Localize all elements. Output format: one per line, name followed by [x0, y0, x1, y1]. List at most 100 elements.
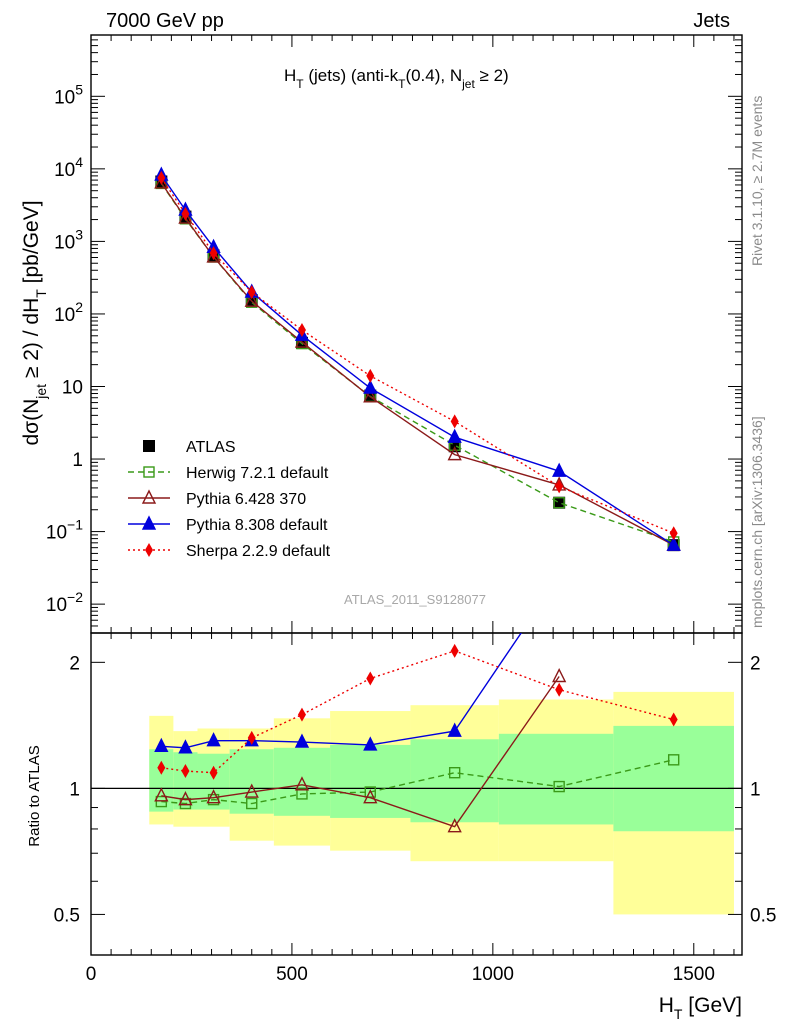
main-point-2-0 — [154, 174, 169, 189]
band-green-6 — [410, 739, 499, 823]
main-point-1-7 — [553, 497, 565, 509]
main-point-4-2 — [209, 246, 218, 261]
main-point-2-6 — [447, 446, 462, 461]
band-green-8 — [613, 725, 734, 832]
ratio-series-2 — [154, 633, 522, 754]
ratio-point-1-2 — [206, 789, 221, 804]
y-tick-label: 10−1 — [46, 517, 83, 544]
main-point-4-7 — [555, 479, 564, 494]
ratio-series-3 — [157, 643, 678, 780]
y-axis-label: dσ(Njet ≥ 2) / dHT [pb/GeV] — [20, 200, 49, 445]
side-label-rivet: Rivet 3.1.10, ≥ 2.7M events — [749, 96, 765, 266]
y-tick-label: 10−2 — [46, 589, 83, 616]
ratio-point-0-6 — [448, 767, 461, 779]
ratio-point-3-2 — [209, 765, 218, 780]
y-tick-label: 1 — [72, 450, 83, 471]
legend-entry-0: ATLAS — [143, 439, 236, 456]
ratio-uncertainty-bands — [149, 691, 734, 915]
main-point-4-8 — [669, 526, 678, 541]
ratio-point-0-3 — [246, 797, 258, 810]
main-point-0-7 — [553, 496, 566, 509]
ratio-frame — [90, 632, 743, 956]
ratio-point-2-0 — [154, 737, 169, 753]
plot-frames — [90, 34, 743, 956]
ratio-point-0-7 — [553, 780, 565, 793]
x-tick-label: 0 — [86, 964, 97, 985]
legend-label-2: Pythia 6.428 370 — [186, 491, 306, 508]
ratio-point-1-5 — [363, 789, 378, 804]
ratio-y-tick-label: 0.5 — [54, 905, 80, 926]
ratio-point-3-5 — [366, 671, 375, 686]
main-point-4-0 — [157, 170, 166, 185]
main-title: HT (jets) (anti-kT(0.4), Njet ≥ 2) — [284, 66, 509, 91]
main-series-4 — [157, 170, 678, 541]
band-green-1 — [173, 752, 198, 810]
ratio-point-2-4 — [294, 733, 310, 748]
main-point-4-6 — [450, 414, 459, 429]
legend-label-3: Pythia 8.308 default — [186, 517, 328, 534]
y-tick-label: 102 — [54, 299, 83, 326]
ratio-y-tick-label-right: 1 — [750, 779, 761, 800]
ratio-series-line-2 — [161, 633, 522, 749]
legend: ATLAS Herwig 7.2.1 default Pythia 6.428 37… — [128, 439, 331, 560]
main-point-3-7 — [552, 462, 567, 477]
legend-marker-0 — [143, 440, 155, 452]
ratio-point-1-3 — [244, 783, 259, 798]
x-axis-label: HT [GeV] — [659, 994, 742, 1022]
y-tick-label: 10 — [62, 377, 83, 398]
series-curves — [154, 166, 681, 833]
ratio-point-1-6 — [447, 818, 462, 833]
ratio-point-2-5 — [363, 736, 378, 751]
legend-entry-1: Herwig 7.2.1 default — [128, 465, 329, 482]
y-tick-label: 104 — [54, 154, 83, 181]
ratio-point-3-8 — [669, 712, 678, 727]
ratio-point-1-1 — [178, 791, 193, 806]
legend-label-1: Herwig 7.2.1 default — [186, 465, 329, 482]
ratio-point-0-4 — [296, 788, 308, 800]
analysis-id-label: ATLAS_2011_S9128077 — [344, 592, 486, 607]
ratio-point-1-7 — [552, 667, 567, 683]
ratio-y-axis-label: Ratio to ATLAS — [26, 745, 43, 846]
main-point-3-5 — [363, 379, 378, 394]
side-label-mcplots: mcplots.cern.ch [arXiv:1306.3436] — [749, 416, 765, 628]
main-point-3-8 — [666, 536, 681, 551]
ratio-point-0-0 — [155, 795, 168, 808]
ratio-y-tick-label: 2 — [69, 653, 80, 674]
main-point-3-6 — [447, 428, 462, 443]
axis-ticks: 0 500 1000 1500 10−2 10−1 1 10 102 103 104 105 0.5 0.… — [46, 34, 776, 985]
legend-entry-4: Sherpa 2.2.9 default — [128, 543, 331, 560]
main-point-4-3 — [247, 285, 256, 300]
ratio-series-line-1 — [161, 676, 560, 828]
ratio-point-2-6 — [447, 722, 462, 737]
legend-entry-2: Pythia 6.428 370 — [128, 489, 306, 508]
ratio-series-line-0 — [161, 759, 674, 805]
main-point-2-1 — [178, 209, 193, 224]
main-series-line-3 — [160, 174, 675, 546]
ratio-y-tick-label-right: 2 — [750, 653, 761, 674]
main-point-2-4 — [294, 333, 310, 348]
header-right-label: Jets — [693, 10, 730, 32]
ratio-point-1-0 — [154, 787, 169, 802]
main-point-2-5 — [363, 388, 378, 403]
legend-label-0: ATLAS — [186, 439, 236, 456]
main-point-4-4 — [297, 323, 306, 338]
main-series-line-2 — [160, 182, 675, 546]
legend-marker-2 — [141, 489, 157, 504]
ratio-y-tick-label: 1 — [69, 779, 80, 800]
header-left-label: 7000 GeV pp — [106, 10, 224, 32]
main-point-4-1 — [181, 206, 190, 221]
main-point-4-5 — [366, 368, 375, 383]
legend-label-4: Sherpa 2.2.9 default — [186, 543, 331, 560]
ratio-series-1 — [154, 667, 567, 833]
ratio-point-3-3 — [247, 730, 256, 745]
ratio-point-3-7 — [555, 682, 564, 697]
band-green-7 — [498, 733, 614, 825]
ratio-point-2-2 — [206, 732, 221, 747]
ratio-point-3-4 — [297, 707, 306, 722]
ratio-point-1-4 — [294, 776, 310, 791]
y-tick-label: 103 — [54, 226, 83, 253]
y-tick-label: 105 — [54, 81, 83, 108]
legend-marker-3 — [141, 515, 157, 530]
x-tick-label: 1000 — [472, 964, 514, 985]
band-green-4 — [273, 747, 331, 816]
